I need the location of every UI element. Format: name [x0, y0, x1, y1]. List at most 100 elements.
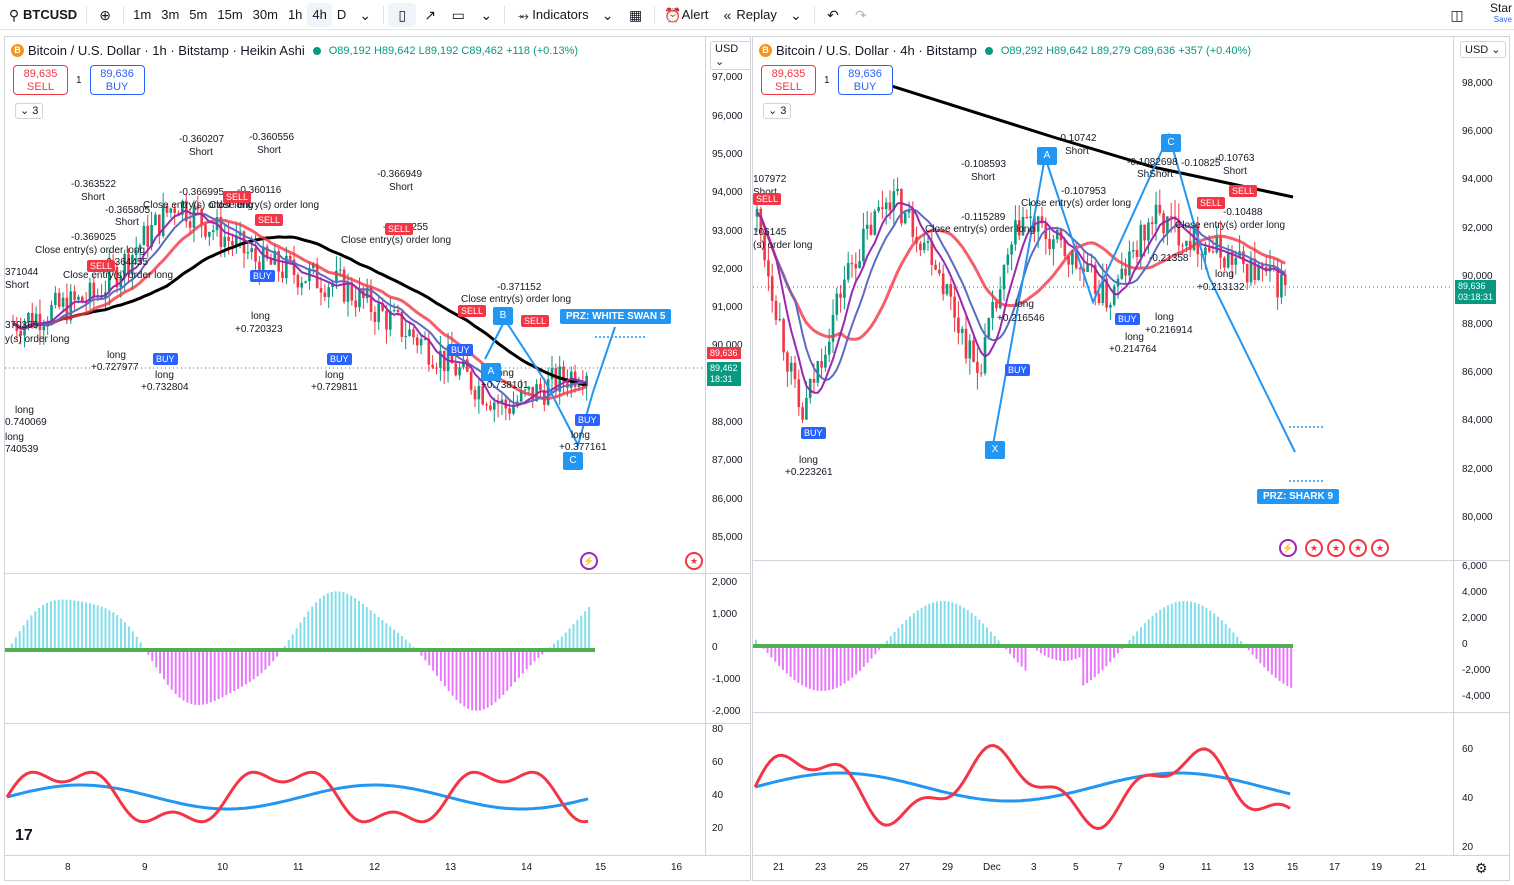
candle-body: [385, 310, 388, 330]
candle-body: [304, 281, 307, 283]
time-axis[interactable]: 8 9 10 11 12 13 14 15 16: [5, 855, 750, 880]
oscillator-bar: [584, 611, 587, 650]
candle-body: [396, 310, 400, 312]
line-type-button[interactable]: ↗: [416, 0, 444, 30]
undo-button[interactable]: ↶: [819, 0, 847, 30]
buy-signal-badge: BUY: [448, 344, 473, 356]
trade-annotation: +0.738101: [481, 380, 529, 391]
currency-selector[interactable]: USD ⌄: [1460, 41, 1506, 58]
price-axis[interactable]: USD ⌄ 97,000 96,000 95,000 94,000 93,000 92,0…: [705, 37, 750, 855]
order-quantity: 1: [824, 74, 830, 86]
us-flag-event-icon[interactable]: ★: [1327, 539, 1345, 557]
interval-d[interactable]: D: [336, 7, 347, 22]
symbol-search[interactable]: ⚲ BTCUSD: [0, 0, 82, 30]
trade-annotation: y(s) order long: [5, 334, 70, 345]
pane-separator[interactable]: [5, 723, 750, 724]
pane-separator[interactable]: [753, 560, 1509, 561]
chart-type-dropdown[interactable]: ⌄: [472, 0, 500, 30]
sell-button[interactable]: 89,635 SELL: [761, 65, 816, 95]
interval-5m[interactable]: 5m: [189, 7, 208, 22]
crypto-event-icon[interactable]: ⚡: [580, 552, 598, 570]
us-flag-event-icon[interactable]: ★: [685, 552, 703, 570]
oscillator-bar: [1143, 623, 1146, 646]
trade-annotation: long: [495, 368, 514, 379]
settings-icon[interactable]: ⚙: [1475, 860, 1488, 876]
currency-selector[interactable]: USD ⌄: [710, 41, 750, 70]
interval-4h[interactable]: 4h: [307, 2, 332, 27]
compare-button[interactable]: ⊕: [91, 0, 119, 30]
buy-signal-badge: BUY: [327, 353, 352, 365]
left.x_ticks-tick-label: 11: [293, 862, 304, 873]
oscillator-bar: [373, 613, 376, 650]
us-flag-event-icon[interactable]: ★: [1349, 539, 1367, 557]
candle-body: [300, 282, 304, 288]
oscillator-bar: [155, 650, 158, 668]
candles-type-button[interactable]: ▯: [388, 2, 417, 27]
interval-dropdown[interactable]: ⌄: [351, 0, 379, 30]
redo-button[interactable]: ↷: [847, 0, 875, 30]
replay-button[interactable]: « Replay: [713, 0, 781, 30]
oscillator-bar: [580, 615, 583, 650]
ma-long-line: [862, 75, 1294, 199]
candle-body: [227, 236, 230, 242]
candle-body: [911, 210, 915, 237]
chart-pane-right[interactable]: B Bitcoin / U.S. Dollar · 4h · Bitstamp …: [752, 36, 1510, 881]
chart-pane-left[interactable]: B Bitcoin / U.S. Dollar · 1h · Bitstamp …: [4, 36, 751, 881]
buy-button[interactable]: 89,636 BUY: [837, 65, 893, 95]
chart-canvas-left[interactable]: [5, 37, 705, 855]
oscillator-bar: [1159, 609, 1162, 646]
trade-annotation: Short: [1065, 146, 1089, 157]
pattern-point-marker: A: [1037, 147, 1057, 165]
sell-price: 89,635: [771, 68, 806, 80]
interval-30m[interactable]: 30m: [252, 7, 278, 22]
interval-15m[interactable]: 15m: [217, 7, 243, 22]
candle-body: [57, 292, 61, 307]
layouts-button[interactable]: ▦: [622, 0, 650, 30]
indicators-dropdown[interactable]: ⌄: [594, 0, 622, 30]
y-tick-label: 60: [1462, 744, 1474, 755]
price-axis[interactable]: USD ⌄ 98,000 96,000 94,000 92,000 90,000 88,0…: [1453, 37, 1509, 855]
crypto-event-icon[interactable]: ⚡: [1279, 539, 1297, 557]
alert-button[interactable]: ⏰ Alert: [659, 0, 714, 30]
sell-button[interactable]: 89,635 SELL: [13, 65, 68, 95]
oscillator-bar: [428, 650, 431, 666]
candle-body: [1257, 264, 1260, 281]
oscillator-bar: [533, 650, 536, 662]
oscillator-bar: [22, 625, 25, 650]
oscillator-bar: [1170, 603, 1173, 646]
oscillator-bar: [85, 602, 87, 650]
candle-body: [485, 404, 488, 406]
pattern-point-marker: C: [1161, 134, 1181, 152]
candle-body: [1093, 264, 1097, 294]
oscillator-bar: [1009, 646, 1012, 654]
left.x_ticks-tick-label: 10: [217, 862, 229, 873]
interval-3m[interactable]: 3m: [161, 7, 180, 22]
indicators-count: 3: [780, 105, 787, 117]
bitcoin-icon: B: [759, 44, 772, 57]
us-flag-event-icon[interactable]: ★: [1305, 539, 1323, 557]
layout-panel-button[interactable]: ◫: [1443, 0, 1471, 30]
interval-1h[interactable]: 1h: [287, 7, 303, 22]
buy-button[interactable]: 89,636 BUY: [89, 65, 145, 95]
y-tick-label: 40: [712, 790, 724, 801]
replay-dropdown[interactable]: ⌄: [782, 0, 810, 30]
oscillator-bar: [897, 627, 900, 646]
bars-type-button[interactable]: ▭: [444, 0, 472, 30]
y-tick-label: 97,000: [712, 72, 743, 84]
pane-separator[interactable]: [753, 712, 1509, 713]
candle-body: [793, 362, 797, 380]
symbol-label: BTCUSD: [23, 7, 78, 22]
indicators-collapse-button[interactable]: ⌄ 3: [763, 103, 792, 119]
indicators-collapse-button[interactable]: ⌄ 3: [15, 103, 44, 119]
left.x_ticks-tick-label: 15: [595, 862, 607, 873]
oscillator-bar: [832, 646, 834, 690]
time-axis[interactable]: 21 23 25 27 29 Dec 3 5 7 9 11 13 15 17 19 21 ⚙: [753, 855, 1509, 880]
chart-canvas-right[interactable]: [753, 37, 1453, 855]
trade-annotation: long: [155, 370, 174, 381]
indicators-button[interactable]: ⥇ Indicators: [509, 0, 593, 30]
pane-separator[interactable]: [5, 573, 750, 574]
interval-1m[interactable]: 1m: [133, 7, 152, 22]
us-flag-event-icon[interactable]: ★: [1371, 539, 1389, 557]
star-button[interactable]: Star Save: [1490, 2, 1512, 26]
prz-label: PRZ: WHITE SWAN 5: [560, 309, 672, 324]
